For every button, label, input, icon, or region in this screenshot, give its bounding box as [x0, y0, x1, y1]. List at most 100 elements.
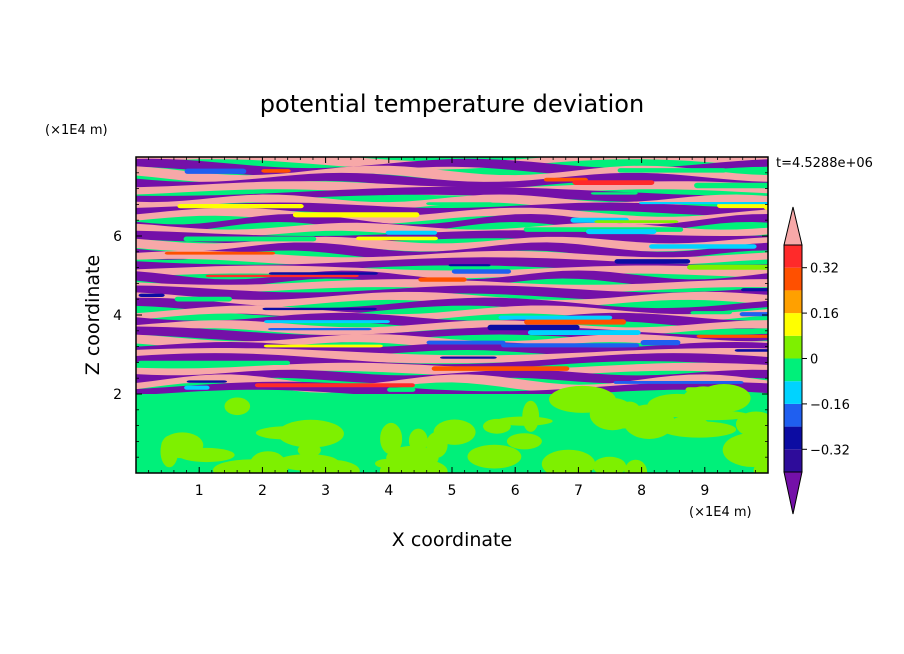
contour-streak [572, 180, 655, 185]
contour-streak [177, 204, 304, 209]
contour-streak [739, 312, 768, 317]
contour-streak [617, 168, 727, 173]
contour-streak [501, 343, 640, 348]
contour-streak [183, 236, 317, 242]
contour-blob [433, 419, 476, 445]
contour-streak [184, 385, 210, 390]
contour-blob [213, 459, 288, 473]
contour-blob [277, 419, 344, 448]
x-axis-ticks: 1 2 3 4 5 6 7 8 9 [148, 157, 769, 499]
colorbar-level [784, 290, 802, 314]
contour-streak [741, 288, 768, 292]
x-tick-label: 3 [321, 483, 330, 499]
contour-streak [262, 307, 377, 311]
x-tick-label: 8 [637, 483, 646, 499]
contour-band [136, 222, 768, 238]
contour-blob [662, 421, 737, 438]
contour-blob [380, 422, 403, 455]
colorbar-level [784, 335, 802, 359]
contour-blob [735, 411, 768, 438]
colorbar-level [784, 358, 802, 382]
contour-streak [440, 356, 497, 359]
contour-streak [586, 229, 657, 235]
contour-streak [387, 387, 416, 392]
colorbar-tick-label: −0.16 [810, 398, 850, 413]
contour-blob [160, 435, 179, 468]
colorbar-level [784, 426, 802, 450]
contour-streak [263, 344, 383, 348]
contour-streak [264, 320, 390, 324]
x-tick-label: 1 [195, 483, 204, 499]
contour-streak [690, 311, 732, 315]
contour-blob [722, 432, 768, 467]
contour-streak [638, 202, 768, 205]
contour-streak [426, 340, 506, 345]
colorbar-tick-label: 0.16 [810, 307, 839, 322]
contour-streak [292, 212, 420, 218]
contour-blob [379, 458, 448, 473]
y-axis-label: Z coordinate [82, 255, 104, 375]
contour-blob [178, 447, 235, 463]
x-tick-label: 2 [258, 483, 267, 499]
colorbar: 0.32 0.16 0 −0.16 −0.32 [783, 206, 850, 515]
contour-streak [385, 230, 438, 235]
x-tick-label: 9 [700, 483, 709, 499]
colorbar-level [784, 449, 802, 472]
contour-streak [431, 366, 570, 371]
contour-blob [483, 418, 511, 434]
x-tick-label: 6 [511, 483, 520, 499]
colorbar-over-arrow [783, 206, 803, 246]
colorbar-level [784, 267, 802, 291]
contour-streak [356, 236, 438, 241]
x-unit-label: (×1E4 m) [689, 505, 752, 520]
contour-streak [268, 272, 378, 275]
x-axis-label: X coordinate [392, 529, 512, 551]
contour-streak [137, 360, 291, 365]
contour-blob [618, 401, 641, 419]
contour-streak [261, 169, 291, 173]
contour-blob [675, 410, 749, 421]
contour-band [136, 242, 768, 260]
contour-blob [593, 456, 627, 473]
y-tick-label: 4 [113, 308, 122, 324]
contour-blob [467, 444, 522, 469]
contour-streak [498, 315, 613, 320]
time-label: t=4.5288e+06 [776, 156, 873, 171]
contour-blob [549, 385, 616, 413]
plot-area: 1 2 3 4 5 6 7 8 9 2 4 6 [113, 156, 769, 499]
contour-streak [138, 293, 165, 297]
colorbar-tick-label: −0.32 [810, 443, 850, 458]
contour-streak [694, 182, 768, 189]
contour-streak [268, 328, 372, 331]
contour-streak [254, 383, 415, 388]
contour-streak [640, 340, 681, 346]
contour-streak [613, 381, 744, 384]
colorbar-under-arrow [783, 471, 803, 515]
contour-streak [687, 264, 768, 270]
y-tick-label: 6 [113, 229, 122, 245]
contour-streak [487, 324, 580, 331]
colorbar-level [784, 381, 802, 404]
contour-streak [164, 251, 276, 255]
y-unit-label: (×1E4 m) [45, 123, 108, 138]
contour-streak [763, 205, 768, 210]
x-tick-label: 4 [384, 483, 393, 499]
contour-streak [590, 192, 638, 195]
contour-blob [224, 397, 251, 416]
contour-blob [506, 433, 542, 450]
colorbar-tick-label: 0 [810, 353, 818, 368]
contour-streak [734, 349, 768, 352]
contour-band [136, 348, 768, 364]
contour-streak [205, 274, 359, 278]
colorbar-level [784, 245, 802, 268]
x-tick-label: 5 [448, 483, 457, 499]
contour-streak [448, 264, 491, 267]
contour-streak [174, 296, 232, 302]
chart-title: potential temperature deviation [260, 90, 644, 118]
contour-streak [696, 334, 768, 338]
y-tick-label: 2 [113, 387, 122, 403]
contour-band [136, 285, 768, 301]
contour-streak [426, 202, 493, 206]
contour-blob [522, 400, 540, 432]
